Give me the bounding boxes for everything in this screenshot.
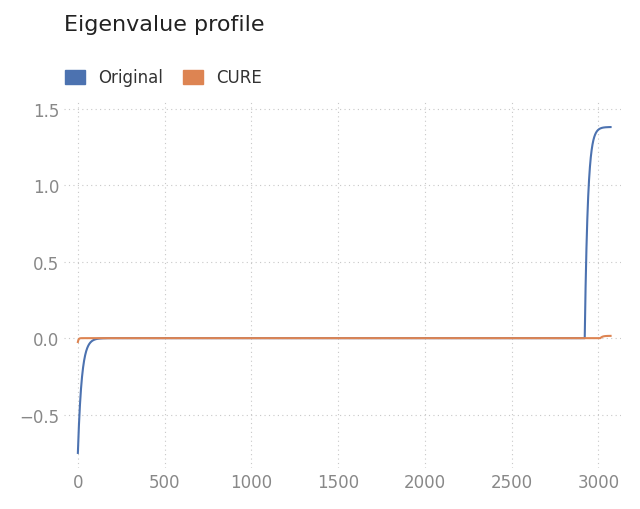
Line: CURE: CURE bbox=[78, 336, 611, 342]
CURE bbox=[418, 335, 426, 342]
CURE bbox=[74, 339, 82, 345]
CURE bbox=[607, 333, 614, 340]
Original bbox=[418, 335, 426, 342]
CURE bbox=[560, 335, 568, 342]
CURE bbox=[176, 335, 184, 342]
Original bbox=[484, 335, 492, 342]
CURE bbox=[381, 335, 388, 342]
Original bbox=[157, 335, 165, 342]
Text: Eigenvalue profile: Eigenvalue profile bbox=[64, 15, 264, 35]
Legend: Original, CURE: Original, CURE bbox=[60, 64, 267, 92]
CURE bbox=[484, 335, 492, 342]
Line: Original: Original bbox=[78, 128, 611, 453]
Original bbox=[74, 450, 82, 456]
Original bbox=[560, 335, 568, 342]
Original bbox=[176, 335, 184, 342]
Original bbox=[607, 125, 614, 131]
Original bbox=[381, 335, 388, 342]
CURE bbox=[157, 335, 165, 342]
